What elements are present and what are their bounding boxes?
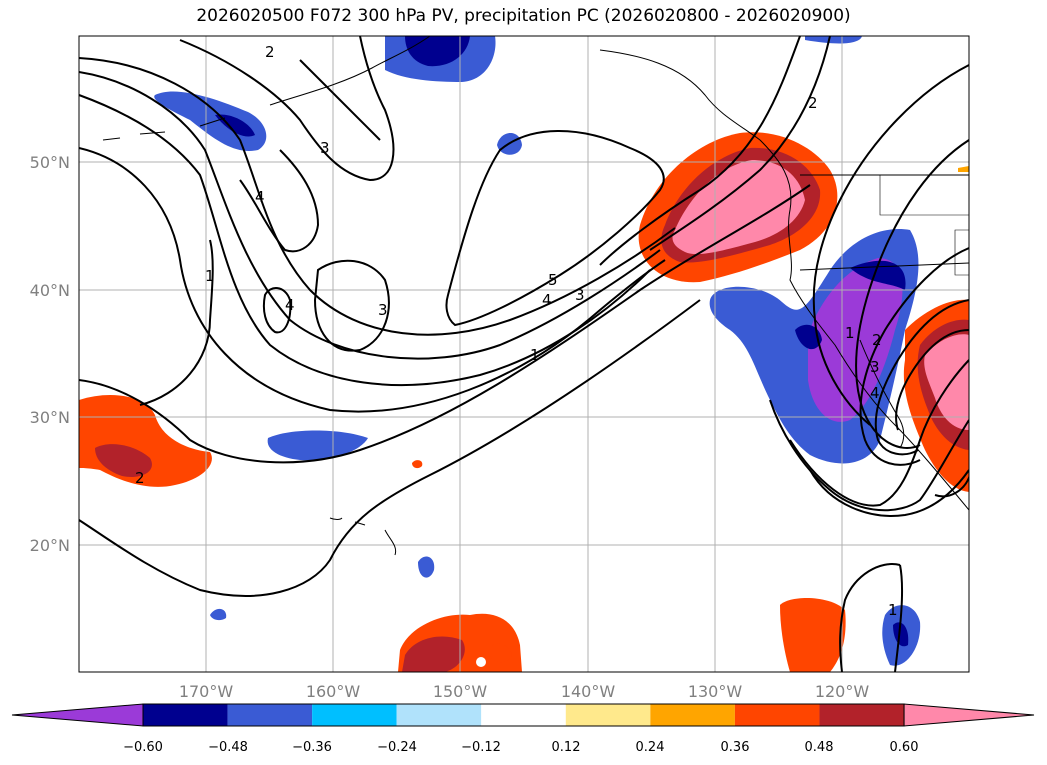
contour-label: 3 bbox=[575, 286, 585, 304]
map-title: 2026020500 F072 300 hPa PV, precipitatio… bbox=[196, 6, 851, 26]
colorbar-tick: 0.36 bbox=[721, 740, 750, 755]
lon-label: 140°W bbox=[561, 682, 616, 701]
colorbar-tick: 0.60 bbox=[890, 740, 919, 755]
colorbar-segment bbox=[312, 704, 397, 726]
pv-contours bbox=[79, 36, 969, 672]
contour-label: 1 bbox=[530, 346, 540, 364]
lat-label: 20°N bbox=[30, 536, 70, 555]
colorbar-extend-low bbox=[11, 703, 144, 727]
positive-precip-areas bbox=[79, 132, 969, 672]
colorbar-ticks: −0.60 −0.48 −0.36 −0.24 −0.12 0.12 0.24 … bbox=[123, 740, 918, 755]
contour-label: 1 bbox=[205, 267, 215, 285]
colorbar-segment bbox=[227, 704, 313, 726]
colorbar-segment bbox=[734, 704, 820, 726]
colorbar-tick: −0.24 bbox=[377, 740, 417, 755]
colorbar-segment bbox=[565, 704, 651, 726]
contour-label: 1 bbox=[845, 324, 855, 342]
colorbar-extend-high bbox=[903, 703, 1035, 727]
contour-label: 3 bbox=[320, 139, 330, 157]
lon-label: 120°W bbox=[815, 682, 870, 701]
contour-label: 5 bbox=[548, 271, 558, 289]
colorbar-segment bbox=[396, 704, 482, 726]
contour-label: 2 bbox=[135, 469, 145, 487]
colorbar-tick: −0.12 bbox=[461, 740, 501, 755]
neg-area-nw bbox=[154, 91, 267, 151]
lon-label: 150°W bbox=[433, 682, 488, 701]
contour-label: 2 bbox=[808, 94, 818, 112]
contour-label: 1 bbox=[888, 601, 898, 619]
latitude-labels: 50°N 40°N 30°N 20°N bbox=[30, 153, 70, 555]
colorbar-segment bbox=[481, 704, 566, 726]
lat-label: 30°N bbox=[30, 408, 70, 427]
longitude-labels: 170°W 160°W 150°W 140°W 130°W 120°W bbox=[179, 682, 870, 701]
contour-label: 3 bbox=[378, 301, 388, 319]
colorbar-tick: 0.12 bbox=[552, 740, 581, 755]
contour-label: 4 bbox=[870, 384, 880, 402]
map-content: 2 3 4 1 4 3 5 4 3 1 2 2 1 2 3 4 1 bbox=[79, 36, 969, 672]
colorbar-outline bbox=[142, 703, 905, 727]
colorbar-tick: −0.48 bbox=[208, 740, 248, 755]
lon-label: 160°W bbox=[306, 682, 361, 701]
contour-label: 4 bbox=[285, 296, 295, 314]
contour-label: 4 bbox=[542, 291, 552, 309]
colorbar-tick: 0.24 bbox=[636, 740, 665, 755]
colorbar bbox=[11, 703, 1035, 727]
colorbar-tick: −0.36 bbox=[292, 740, 332, 755]
map-frame bbox=[78, 35, 970, 673]
graticule bbox=[79, 36, 969, 672]
lon-label: 170°W bbox=[179, 682, 234, 701]
contour-label: 4 bbox=[255, 188, 265, 206]
contour-label: 2 bbox=[872, 331, 882, 349]
contour-label: 3 bbox=[870, 358, 880, 376]
lat-label: 50°N bbox=[30, 153, 70, 172]
contour-labels: 2 3 4 1 4 3 5 4 3 1 2 2 1 2 3 4 1 bbox=[135, 43, 898, 619]
colorbar-segment bbox=[143, 704, 228, 726]
contour-label: 2 bbox=[265, 43, 275, 61]
colorbar-tick: −0.60 bbox=[123, 740, 163, 755]
colorbar-segment bbox=[819, 704, 905, 726]
lon-label: 130°W bbox=[688, 682, 743, 701]
lat-label: 40°N bbox=[30, 281, 70, 300]
negative-precip-areas bbox=[154, 36, 921, 666]
colorbar-tick: 0.48 bbox=[805, 740, 834, 755]
colorbar-segment bbox=[650, 704, 735, 726]
